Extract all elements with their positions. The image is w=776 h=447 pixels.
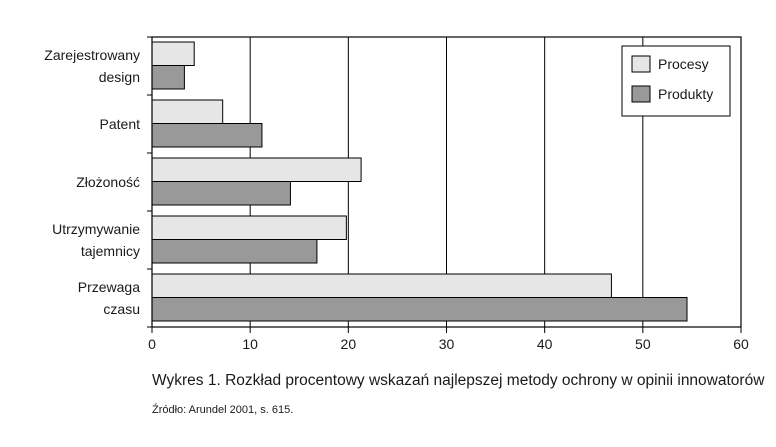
legend-label-procesy: Procesy xyxy=(658,56,709,72)
category-label-0-0: Zarejestrowany xyxy=(44,47,140,63)
bars xyxy=(151,41,688,322)
category-label-4-0: Przewaga xyxy=(78,279,140,295)
category-label-3-1: tajemnicy xyxy=(81,243,140,259)
x-tick-label-60: 60 xyxy=(733,336,749,352)
bar-produkty-2 xyxy=(151,181,291,206)
legend-swatch-produkty xyxy=(631,85,651,103)
bar-procesy-0 xyxy=(151,41,195,66)
legend-label-produkty: Produkty xyxy=(658,86,713,102)
x-tick-label-50: 50 xyxy=(635,336,651,352)
bar-procesy-4 xyxy=(151,273,612,298)
x-tick-label-40: 40 xyxy=(537,336,553,352)
legend-swatch-procesy xyxy=(631,55,651,73)
category-label-2-0: Złożoność xyxy=(76,174,140,190)
x-tick-label-20: 20 xyxy=(341,336,357,352)
x-tick-label-10: 10 xyxy=(242,336,258,352)
bar-produkty-4 xyxy=(151,297,688,322)
x-tick-label-30: 30 xyxy=(439,336,455,352)
bar-produkty-3 xyxy=(151,239,318,264)
bar-chart: Zarejestrowany design Patent Złożoność Utrzy… xyxy=(44,36,749,352)
category-label-4-1: czasu xyxy=(103,301,140,317)
figure-source: Źródło: Arundel 2001, s. 615. xyxy=(152,404,294,416)
x-tick-label-0: 0 xyxy=(148,336,156,352)
bar-procesy-2 xyxy=(151,157,362,182)
axes: Zarejestrowany design Patent Złożoność Utrzy… xyxy=(44,36,749,352)
category-label-1-0: Patent xyxy=(100,116,141,132)
bar-produkty-0 xyxy=(151,65,185,90)
bar-produkty-1 xyxy=(151,123,263,148)
chart-area: Zarejestrowany design Patent Złożoność Utrzy… xyxy=(44,36,749,352)
bar-procesy-1 xyxy=(151,99,224,124)
figure-caption: Wykres 1. Rozkład procentowy wskazań naj… xyxy=(152,372,765,389)
legend: Procesy Produkty xyxy=(621,45,731,117)
category-label-0-1: design xyxy=(99,69,140,85)
category-label-3-0: Utrzymywanie xyxy=(52,221,140,237)
bar-procesy-3 xyxy=(151,215,347,240)
